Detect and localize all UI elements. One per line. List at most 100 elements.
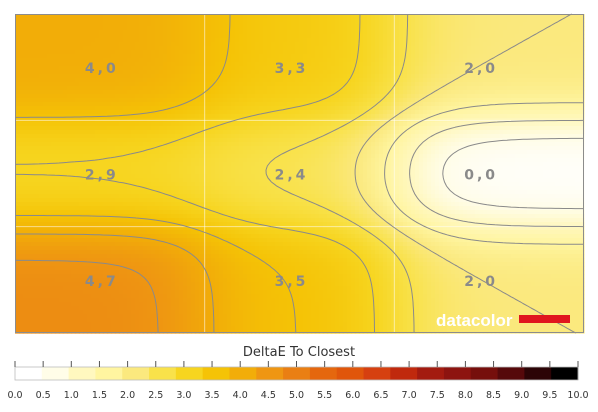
heat-cell <box>283 58 288 63</box>
heat-cell <box>83 90 88 95</box>
heat-cell <box>91 90 96 95</box>
heat-cell <box>127 142 132 147</box>
heat-cell <box>215 150 220 155</box>
heat-cell <box>79 106 84 111</box>
heat-cell <box>491 114 496 119</box>
heat-cell <box>119 66 124 71</box>
heat-cell <box>435 22 440 27</box>
heat-cell <box>155 98 160 103</box>
heat-cell <box>71 98 76 103</box>
heat-cell <box>519 34 524 39</box>
heat-cell <box>455 26 460 31</box>
heat-cell <box>355 46 360 51</box>
heat-cell <box>439 78 444 83</box>
heat-cell <box>387 114 392 119</box>
heat-cell <box>535 146 540 151</box>
heat-cell <box>119 86 124 91</box>
heat-cell <box>351 114 356 119</box>
heat-cell <box>39 106 44 111</box>
heat-cell <box>183 18 188 23</box>
heat-cell <box>75 78 80 83</box>
heat-cell <box>151 34 156 39</box>
heat-cell <box>459 150 464 155</box>
heat-cell <box>59 134 64 139</box>
heat-cell <box>351 110 356 115</box>
heat-cell <box>79 82 84 87</box>
heat-cell <box>559 94 564 99</box>
heat-cell <box>67 14 72 19</box>
heat-cell <box>323 126 328 131</box>
heat-cell <box>123 30 128 35</box>
heat-cell <box>395 38 400 43</box>
heat-cell <box>355 42 360 47</box>
heat-cell <box>335 114 340 119</box>
heat-cell <box>395 42 400 47</box>
heat-cell <box>263 38 268 43</box>
heat-cell <box>163 98 168 103</box>
heat-cell <box>511 122 516 127</box>
heat-cell <box>115 94 120 99</box>
heat-cell <box>531 38 536 43</box>
heat-cell <box>463 102 468 107</box>
heat-cell <box>503 18 508 23</box>
heat-cell <box>107 122 112 127</box>
heat-cell <box>271 38 276 43</box>
heat-cell <box>499 42 504 47</box>
heat-cell <box>87 74 92 79</box>
heat-cell <box>275 98 280 103</box>
heat-cell <box>383 98 388 103</box>
heat-cell <box>111 82 116 87</box>
heat-cell <box>495 150 500 155</box>
heat-cell <box>15 42 20 47</box>
heat-cell <box>239 22 244 27</box>
heat-cell <box>451 142 456 147</box>
heat-cell <box>151 122 156 127</box>
heat-cell <box>275 62 280 67</box>
heat-cell <box>275 90 280 95</box>
heat-cell <box>363 130 368 135</box>
heat-cell <box>395 30 400 35</box>
heat-cell <box>343 134 348 139</box>
heat-cell <box>179 146 184 151</box>
heat-cell <box>419 70 424 75</box>
heat-cell <box>127 82 132 87</box>
heat-cell <box>411 62 416 67</box>
heat-cell <box>375 142 380 147</box>
heat-cell <box>31 50 36 55</box>
heat-cell <box>239 114 244 119</box>
heat-cell <box>67 146 72 151</box>
heat-cell <box>471 114 476 119</box>
heat-cell <box>391 110 396 115</box>
heat-cell <box>251 30 256 35</box>
heat-cell <box>555 58 560 63</box>
heat-cell <box>179 122 184 127</box>
heat-cell <box>435 38 440 43</box>
heat-cell <box>83 86 88 91</box>
heat-cell <box>67 86 72 91</box>
heat-cell <box>527 74 532 79</box>
heat-cell <box>27 142 32 147</box>
heat-cell <box>79 134 84 139</box>
heat-cell <box>443 70 448 75</box>
heat-cell <box>319 90 324 95</box>
heat-cell <box>191 82 196 87</box>
heat-cell <box>347 22 352 27</box>
heat-cell <box>199 90 204 95</box>
heat-cell <box>159 122 164 127</box>
heat-cell <box>367 70 372 75</box>
heat-cell <box>75 110 80 115</box>
heat-cell <box>331 74 336 79</box>
heat-cell <box>463 98 468 103</box>
heat-cell <box>335 130 340 135</box>
heat-cell <box>171 26 176 31</box>
heat-cell <box>355 90 360 95</box>
heat-cell <box>379 46 384 51</box>
heat-cell <box>107 110 112 115</box>
heat-cell <box>15 90 20 95</box>
heat-cell <box>355 38 360 43</box>
heat-cell <box>575 134 580 139</box>
heat-cell <box>415 62 420 67</box>
heat-cell <box>219 114 224 119</box>
heat-cell <box>83 130 88 135</box>
